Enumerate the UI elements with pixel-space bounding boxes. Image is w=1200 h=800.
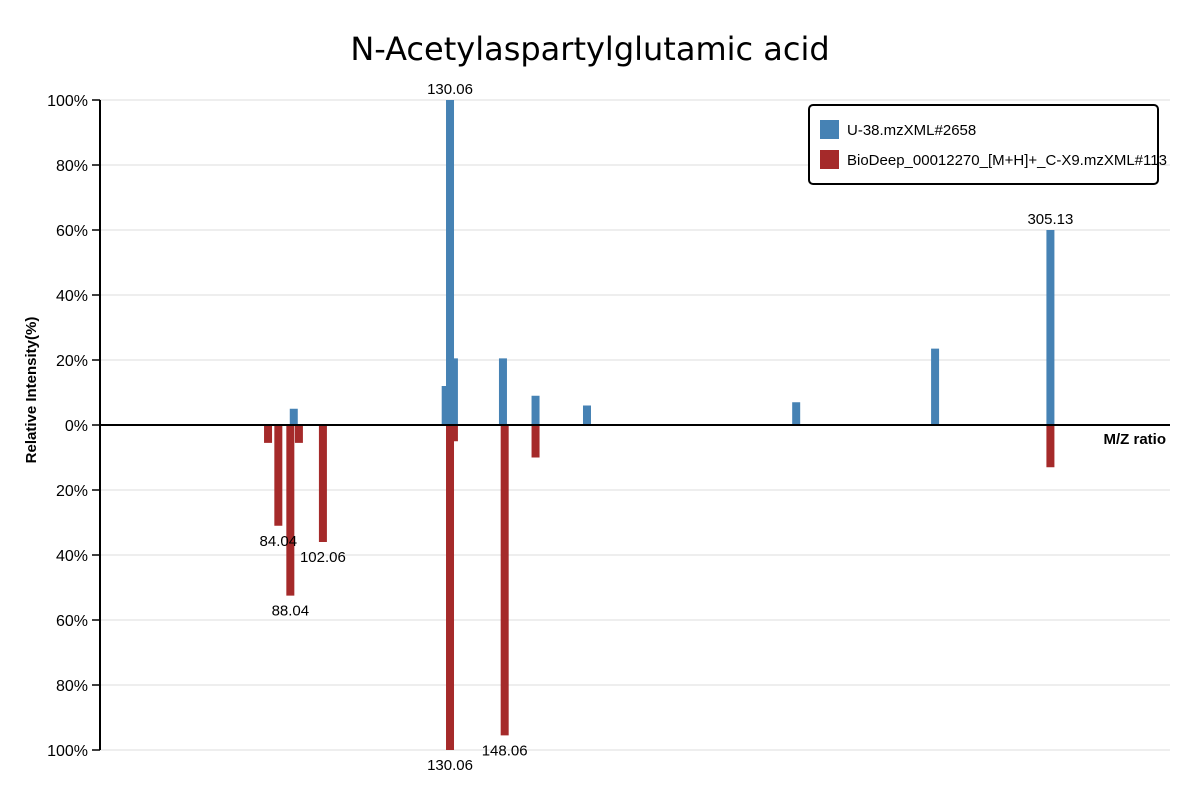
query-peak-bar — [289, 408, 298, 425]
legend-entry-query: U-38.mzXML#2658 — [847, 122, 976, 139]
legend-box — [808, 104, 1159, 185]
y-tick-label: 80% — [56, 158, 88, 175]
legend-swatch-reference — [820, 150, 839, 169]
reference-peak-bar — [294, 425, 303, 443]
y-tick-label: 40% — [56, 548, 88, 565]
chart-title: N-Acetylaspartylglutamic acid — [350, 30, 829, 68]
legend: U-38.mzXML#2658 BioDeep_00012270_[M+H]+_… — [808, 104, 1167, 185]
y-axis-label: Relative Intensity(%) — [23, 317, 40, 464]
y-tick-label: 100% — [47, 743, 88, 760]
peak-label: 102.06 — [300, 549, 346, 566]
reference-peak-bar — [500, 425, 509, 736]
query-peak-bar — [449, 358, 458, 425]
query-peak-bar — [582, 405, 591, 425]
query-peak-bar — [931, 348, 940, 425]
peak-label: 130.06 — [427, 81, 473, 98]
reference-peak-bar — [446, 425, 455, 750]
query-peak-bar — [446, 100, 455, 425]
query-peak-bar — [792, 402, 801, 425]
x-axis-label: M/Z ratio — [1104, 431, 1167, 448]
reference-peak-bar — [1046, 425, 1055, 468]
legend-swatch-query — [820, 120, 839, 139]
y-axis-ticks: 100% 80% 60% 40% 20% 0% 20% 40% 60% 80% 100% — [47, 93, 100, 760]
y-tick-label: 80% — [56, 678, 88, 695]
query-peak-bar — [498, 358, 507, 425]
y-tick-label: 20% — [56, 353, 88, 370]
peak-label: 130.06 — [427, 757, 473, 774]
y-tick-label: 20% — [56, 483, 88, 500]
reference-peak-bar — [318, 425, 327, 542]
reference-peak-bar — [286, 425, 295, 596]
query-peak-bar — [1046, 230, 1055, 425]
y-tick-label: 40% — [56, 288, 88, 305]
y-tick-label: 100% — [47, 93, 88, 110]
peak-label: 88.04 — [272, 603, 310, 620]
y-tick-label: 60% — [56, 223, 88, 240]
peak-label: 148.06 — [482, 742, 528, 759]
y-tick-label: 0% — [65, 418, 88, 435]
y-tick-label: 60% — [56, 613, 88, 630]
query-peak-bar — [531, 395, 540, 425]
peak-labels: 130.06 305.13 84.04 88.04 102.06 130.06 148.06 — [260, 81, 1074, 774]
spectrum-bars — [264, 100, 1055, 750]
query-peak-bar — [441, 386, 450, 425]
peak-label: 84.04 — [260, 533, 298, 550]
reference-peak-bar — [449, 425, 458, 442]
reference-peak-bar — [531, 425, 540, 458]
peak-label: 305.13 — [1027, 211, 1073, 228]
reference-peak-bar — [264, 425, 273, 443]
reference-peak-bar — [274, 425, 283, 526]
legend-entry-reference: BioDeep_00012270_[M+H]+_C-X9.mzXML#113 — [847, 152, 1167, 169]
